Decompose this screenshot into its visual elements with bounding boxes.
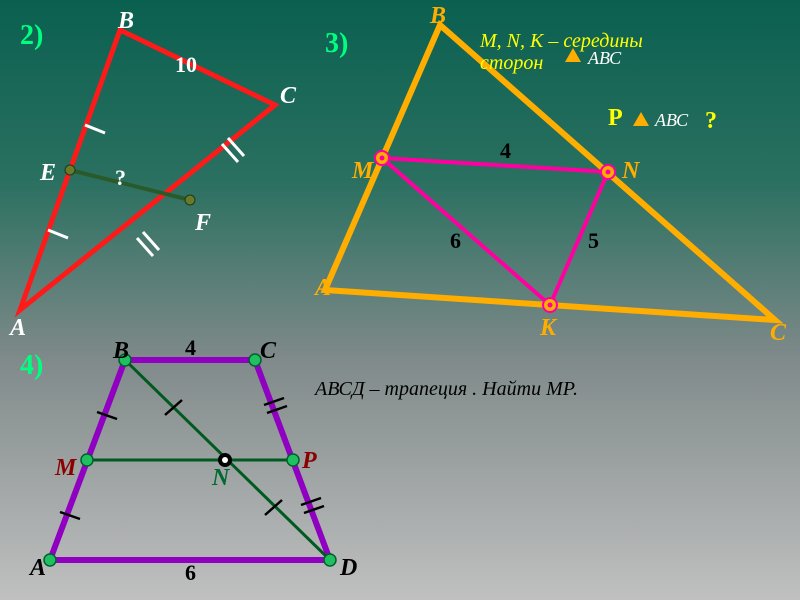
p3-vertex-C: С bbox=[770, 320, 786, 347]
p3-vertex-M: М bbox=[352, 158, 373, 185]
p2-vertex-E: Е bbox=[40, 160, 56, 187]
problem2-number: 2) bbox=[20, 20, 43, 52]
p3-perimeter-q: ? bbox=[705, 108, 717, 135]
p3-val-6: 6 bbox=[450, 228, 461, 254]
p4-vertex-N: N bbox=[212, 465, 229, 492]
p4-val-6: 6 bbox=[185, 560, 196, 586]
p3-vertex-N: N bbox=[622, 158, 639, 185]
p3-vertex-A: А bbox=[315, 275, 331, 302]
p2-side-10: 10 bbox=[175, 52, 197, 78]
p3-val-5: 5 bbox=[588, 228, 599, 254]
p4-val-4: 4 bbox=[185, 335, 196, 361]
triangle-symbol-2 bbox=[633, 112, 649, 126]
p4-vertex-A: А bbox=[30, 555, 46, 582]
problem3-number: 3) bbox=[325, 28, 348, 60]
p4-vertex-B: В bbox=[113, 338, 129, 365]
p3-vertex-K: K bbox=[540, 315, 556, 342]
p3-vertex-B: В bbox=[430, 3, 446, 30]
p4-desc: АВСД – трапеция . Найти МР. bbox=[315, 378, 578, 401]
p3-perimeter-abc: АВС bbox=[655, 110, 688, 131]
p2-vertex-B: В bbox=[118, 8, 134, 35]
p4-vertex-P: Р bbox=[302, 448, 317, 475]
p2-vertex-F: F bbox=[195, 210, 211, 237]
p3-desc2: сторон bbox=[480, 52, 543, 75]
p3-perimeter-P: Р bbox=[608, 105, 623, 132]
p4-vertex-C: С bbox=[260, 338, 276, 365]
p4-vertex-M: М bbox=[55, 455, 76, 482]
p3-val-4: 4 bbox=[500, 138, 511, 164]
p2-vertex-C: С bbox=[280, 83, 296, 110]
problem4-number: 4) bbox=[20, 350, 43, 382]
problem4-figure bbox=[44, 354, 336, 566]
p2-vertex-A: А bbox=[10, 315, 26, 342]
p2-question: ? bbox=[115, 165, 126, 191]
p4-vertex-D: D bbox=[340, 555, 357, 582]
geometry-canvas bbox=[0, 0, 800, 600]
problem2-figure bbox=[20, 30, 275, 310]
problem3-figure bbox=[325, 25, 775, 320]
p3-tri-abc: АВС bbox=[588, 48, 621, 69]
